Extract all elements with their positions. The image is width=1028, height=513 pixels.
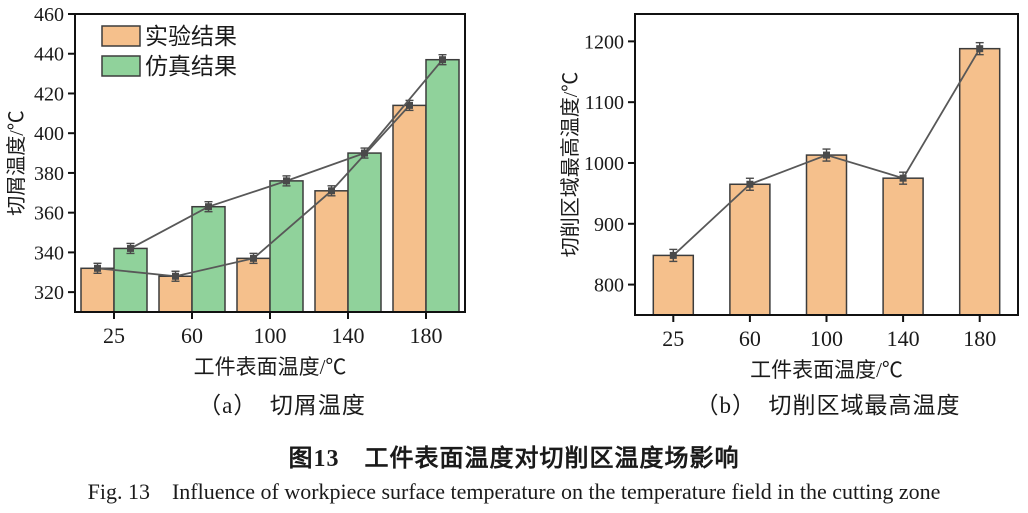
x-tick-label: 100 bbox=[810, 326, 843, 351]
chart-panel-a: 320 340 360 380 400 420 440 460 25 60 100 140 180 工件表… bbox=[5, 4, 466, 379]
data-marker bbox=[361, 149, 368, 157]
legend-label-1: 仿真结果 bbox=[145, 54, 237, 79]
x-tick-label: 140 bbox=[887, 326, 920, 351]
bar-series0-cat4 bbox=[392, 104, 427, 313]
data-marker bbox=[439, 56, 446, 64]
bar-series0-cat3 bbox=[882, 177, 924, 316]
bar-series0-cat4 bbox=[958, 47, 1001, 316]
bar-series0-cat3 bbox=[314, 190, 349, 313]
y-tick-label: 1000 bbox=[584, 153, 624, 175]
x-tick-label: 60 bbox=[739, 326, 761, 351]
bar-series1-cat3 bbox=[347, 152, 382, 313]
y-tick-label: 900 bbox=[594, 214, 624, 236]
x-tick-label: 100 bbox=[254, 323, 287, 348]
x-tick-label: 60 bbox=[181, 323, 203, 348]
y-tick-label: 420 bbox=[34, 83, 64, 105]
data-marker bbox=[823, 151, 830, 159]
data-marker bbox=[328, 187, 335, 195]
legend-swatch-1 bbox=[101, 55, 141, 77]
bar-series0-cat0 bbox=[80, 267, 115, 313]
legend-swatch-0 bbox=[101, 25, 141, 47]
y-tick-label: 360 bbox=[34, 203, 64, 225]
bar-series1-cat1 bbox=[191, 205, 226, 313]
y-tick-label: 800 bbox=[594, 275, 624, 297]
data-marker bbox=[172, 272, 179, 280]
figure-caption-english: Fig. 13 Influence of workpiece surface t… bbox=[87, 479, 941, 504]
legend-label-0: 实验结果 bbox=[145, 24, 237, 49]
x-axis-title: 工件表面温度/℃ bbox=[750, 358, 903, 380]
y-tick-label: 440 bbox=[34, 44, 64, 66]
bar-series0-cat1 bbox=[729, 183, 771, 316]
x-tick-label: 25 bbox=[662, 326, 684, 351]
data-marker bbox=[746, 180, 754, 188]
x-tick-label: 180 bbox=[410, 323, 443, 348]
x-tick-label: 140 bbox=[332, 323, 365, 348]
y-tick-label: 320 bbox=[34, 282, 64, 304]
data-marker bbox=[976, 45, 984, 53]
y-axis-title: 切削区域最高温度/℃ bbox=[559, 72, 582, 258]
chart-panel-b: 800 900 1000 1100 1200 25 60 100 140 180 工件表面温度/℃ 切… bbox=[559, 13, 1019, 380]
y-tick-label: 380 bbox=[34, 163, 64, 185]
bar-series1-cat4 bbox=[425, 58, 460, 313]
data-marker bbox=[250, 254, 257, 262]
bar-series0-cat2 bbox=[236, 257, 271, 313]
x-tick-label: 25 bbox=[103, 323, 125, 348]
bar-series1-cat2 bbox=[269, 180, 304, 313]
data-marker bbox=[205, 203, 212, 211]
data-marker bbox=[127, 244, 134, 252]
y-tick-label: 1200 bbox=[584, 31, 624, 53]
figure-caption-chinese: 图13 工件表面温度对切削区温度场影响 bbox=[288, 446, 740, 472]
x-axis-title: 工件表面温度/℃ bbox=[194, 355, 347, 379]
y-axis-title: 切屑温度/℃ bbox=[5, 110, 28, 216]
subcaption-b: （b） 切削区域最高温度 bbox=[695, 393, 961, 418]
data-marker bbox=[406, 101, 413, 109]
y-tick-label: 1100 bbox=[585, 92, 624, 114]
y-tick-label: 400 bbox=[34, 123, 64, 145]
data-marker bbox=[94, 264, 101, 272]
bar-series1-cat0 bbox=[113, 247, 148, 313]
subcaption-a: （a） 切屑温度 bbox=[198, 393, 366, 418]
data-marker bbox=[899, 174, 907, 182]
y-tick-label: 460 bbox=[34, 4, 64, 26]
bar-series0-cat0 bbox=[652, 254, 695, 316]
bar-series0-cat2 bbox=[805, 154, 848, 316]
y-tick-label: 340 bbox=[34, 242, 64, 264]
data-marker bbox=[669, 251, 677, 259]
x-tick-label: 180 bbox=[963, 326, 996, 351]
data-marker bbox=[283, 177, 290, 185]
